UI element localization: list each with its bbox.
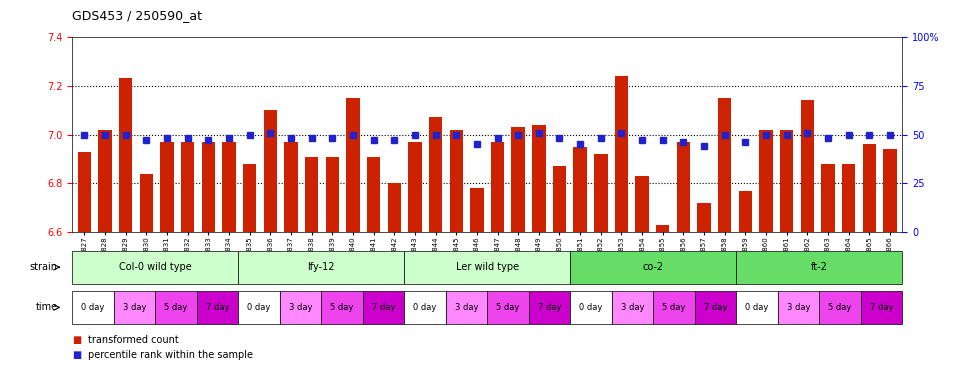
Text: ■: ■ (72, 350, 82, 360)
Text: 0 day: 0 day (247, 303, 271, 312)
Bar (429, 117, 443, 232)
Text: time: time (36, 302, 58, 313)
Text: percentile rank within the sample: percentile rank within the sample (88, 350, 253, 360)
Bar (842, 164, 855, 232)
Bar (264, 110, 277, 232)
Text: 3 day: 3 day (787, 303, 810, 312)
Bar (780, 130, 793, 232)
Text: 0 day: 0 day (579, 303, 603, 312)
Bar (202, 142, 215, 232)
Bar (449, 130, 463, 232)
Bar (553, 166, 566, 232)
Bar (305, 157, 319, 232)
Bar (284, 142, 298, 232)
Text: co-2: co-2 (642, 262, 664, 272)
Bar (677, 142, 690, 232)
Bar (822, 164, 835, 232)
Text: 7 day: 7 day (538, 303, 562, 312)
Bar (532, 125, 545, 232)
Bar (223, 142, 236, 232)
Text: 7 day: 7 day (372, 303, 396, 312)
Text: 5 day: 5 day (828, 303, 852, 312)
Text: 3 day: 3 day (289, 303, 312, 312)
Text: 0 day: 0 day (413, 303, 437, 312)
Bar (347, 98, 360, 232)
Text: 7 day: 7 day (870, 303, 894, 312)
Text: lfy-12: lfy-12 (307, 262, 335, 272)
Bar (594, 154, 608, 232)
Text: 3 day: 3 day (621, 303, 644, 312)
Text: 5 day: 5 day (164, 303, 187, 312)
Text: Ler wild type: Ler wild type (456, 262, 518, 272)
Bar (388, 183, 401, 232)
Bar (181, 142, 194, 232)
Text: 5 day: 5 day (330, 303, 353, 312)
Bar (883, 149, 897, 232)
Text: 7 day: 7 day (205, 303, 229, 312)
Text: 5 day: 5 day (496, 303, 519, 312)
Text: 0 day: 0 day (745, 303, 769, 312)
Bar (98, 130, 111, 232)
Bar (512, 127, 525, 232)
Text: ft-2: ft-2 (811, 262, 828, 272)
Text: 3 day: 3 day (455, 303, 478, 312)
Bar (139, 174, 153, 232)
Text: strain: strain (30, 262, 58, 272)
Text: 7 day: 7 day (704, 303, 728, 312)
Text: 0 day: 0 day (81, 303, 105, 312)
Bar (801, 100, 814, 232)
Bar (491, 142, 504, 232)
Text: Col-0 wild type: Col-0 wild type (119, 262, 191, 272)
Bar (119, 78, 132, 232)
Bar (78, 152, 91, 232)
Bar (656, 225, 669, 232)
Text: transformed count: transformed count (88, 335, 180, 345)
Text: 5 day: 5 day (662, 303, 685, 312)
Bar (367, 157, 380, 232)
Bar (636, 176, 649, 232)
Bar (759, 130, 773, 232)
Bar (408, 142, 421, 232)
Bar (738, 191, 752, 232)
Bar (718, 98, 732, 232)
Bar (160, 142, 174, 232)
Text: 3 day: 3 day (123, 303, 146, 312)
Bar (614, 76, 628, 232)
Bar (863, 144, 876, 232)
Bar (697, 203, 710, 232)
Bar (470, 188, 484, 232)
Text: ■: ■ (72, 335, 82, 345)
Bar (325, 157, 339, 232)
Bar (573, 147, 587, 232)
Bar (243, 164, 256, 232)
Text: GDS453 / 250590_at: GDS453 / 250590_at (72, 9, 202, 22)
